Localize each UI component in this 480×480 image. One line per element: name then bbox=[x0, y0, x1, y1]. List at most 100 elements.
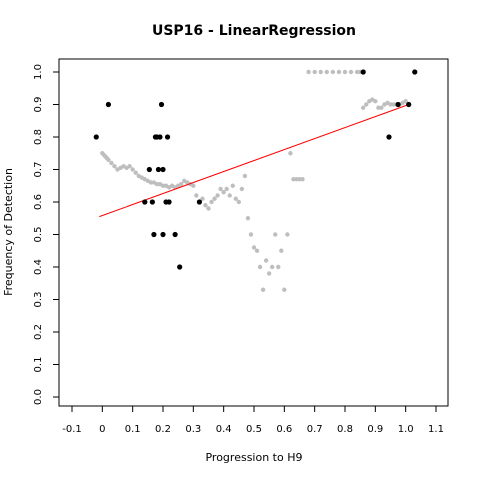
smoothed-point bbox=[276, 264, 281, 270]
y-tick-label: 0.3 bbox=[33, 292, 44, 308]
smoothed-point bbox=[342, 69, 348, 75]
x-tick-label: 0.9 bbox=[367, 424, 383, 435]
smoothed-point bbox=[388, 102, 393, 107]
smoothed-point bbox=[318, 69, 323, 75]
smoothed-point bbox=[230, 183, 235, 188]
y-tick-label: 1.0 bbox=[33, 64, 44, 80]
smoothed-point bbox=[209, 199, 214, 205]
x-tick-label: 0.8 bbox=[337, 424, 353, 435]
smoothed-point bbox=[248, 232, 254, 237]
x-tick-label: 0.4 bbox=[216, 424, 232, 435]
x-tick-label: 1.1 bbox=[428, 424, 444, 435]
observed-point bbox=[105, 101, 111, 108]
smoothed-point bbox=[300, 177, 305, 182]
smoothed-point bbox=[215, 193, 220, 198]
smoothed-point bbox=[112, 164, 117, 169]
smoothed-point bbox=[154, 181, 160, 187]
observed-point bbox=[93, 134, 99, 140]
smoothed-series bbox=[100, 69, 408, 292]
smoothed-point bbox=[206, 206, 211, 211]
y-tick-label: 0.4 bbox=[33, 259, 44, 275]
smoothed-point bbox=[257, 264, 263, 270]
smoothed-point bbox=[254, 248, 260, 253]
smoothed-point bbox=[239, 186, 245, 192]
smoothed-point bbox=[236, 199, 242, 205]
observed-point bbox=[164, 134, 171, 140]
x-tick-label: 1.0 bbox=[398, 424, 414, 435]
observed-point bbox=[158, 101, 165, 108]
smoothed-point bbox=[109, 160, 114, 166]
smoothed-point bbox=[336, 69, 342, 75]
smoothed-point bbox=[270, 264, 275, 270]
smoothed-point bbox=[263, 258, 269, 263]
y-tick-label: 0.8 bbox=[33, 129, 44, 145]
smoothed-point bbox=[127, 164, 132, 169]
observed-point bbox=[166, 199, 172, 205]
y-tick-label: 0.5 bbox=[33, 227, 44, 243]
smoothed-point bbox=[330, 69, 336, 75]
observed-series bbox=[93, 69, 418, 270]
smoothed-point bbox=[282, 287, 287, 292]
observed-point bbox=[149, 199, 155, 205]
smoothed-point bbox=[160, 183, 166, 188]
observed-point bbox=[177, 264, 183, 270]
y-tick-label: 0.9 bbox=[33, 97, 44, 113]
smoothed-point bbox=[227, 193, 232, 198]
smoothed-point bbox=[245, 216, 251, 221]
smoothed-point bbox=[354, 69, 360, 75]
observed-point bbox=[172, 231, 178, 238]
observed-point bbox=[142, 199, 148, 205]
observed-point bbox=[155, 166, 162, 173]
observed-point bbox=[412, 69, 418, 75]
smoothed-point bbox=[179, 181, 184, 187]
observed-point bbox=[160, 231, 166, 238]
smoothed-point bbox=[273, 232, 278, 237]
smoothed-point bbox=[260, 287, 266, 292]
observed-point bbox=[160, 166, 166, 173]
x-tick-label: 0 bbox=[99, 424, 105, 435]
smoothed-point bbox=[218, 186, 223, 192]
x-tick-label: 0.7 bbox=[307, 424, 323, 435]
smoothed-point bbox=[266, 271, 272, 276]
smoothed-point bbox=[200, 196, 205, 201]
smoothed-point bbox=[297, 177, 302, 182]
y-tick-label: 0.0 bbox=[33, 389, 44, 405]
smoothed-point bbox=[194, 193, 199, 198]
smoothed-point bbox=[212, 196, 217, 201]
smoothed-point bbox=[221, 190, 226, 195]
smoothed-point bbox=[285, 232, 290, 237]
x-axis: -0.1 0 0.1 0.2 0.3 0.4 0.5 0.6 0.7 0.8 0.9 1.0 1.1 bbox=[62, 406, 444, 435]
smoothed-point bbox=[306, 69, 311, 75]
observed-point bbox=[151, 231, 157, 238]
smoothed-point bbox=[242, 173, 248, 179]
x-tick-label: 0.2 bbox=[155, 424, 171, 435]
observed-point bbox=[386, 134, 392, 140]
smoothed-point bbox=[279, 248, 284, 253]
observed-point bbox=[406, 101, 412, 108]
smoothed-point bbox=[233, 196, 238, 201]
y-tick-label: 0.1 bbox=[33, 357, 44, 373]
smoothed-point bbox=[106, 157, 111, 162]
observed-point bbox=[157, 134, 163, 140]
observed-point bbox=[395, 101, 401, 108]
smoothed-point bbox=[224, 186, 229, 192]
observed-point bbox=[360, 69, 366, 75]
smoothed-point bbox=[291, 177, 296, 182]
smoothed-point bbox=[403, 99, 408, 104]
smoothed-point bbox=[348, 69, 354, 75]
smoothed-point bbox=[288, 151, 293, 156]
y-tick-label: 0.6 bbox=[33, 194, 44, 210]
smoothed-point bbox=[130, 167, 135, 172]
smoothed-point bbox=[312, 69, 317, 75]
x-axis-label: Progression to H9 bbox=[205, 451, 302, 464]
y-axis: 0.0 0.1 0.2 0.3 0.4 0.5 0.6 0.7 0.8 0.9 1.0 bbox=[33, 64, 59, 405]
smoothed-point bbox=[373, 99, 378, 104]
x-tick-label: 0.5 bbox=[246, 424, 262, 435]
smoothed-point bbox=[324, 69, 329, 75]
smoothed-point bbox=[251, 245, 257, 250]
smoothed-point bbox=[364, 102, 369, 107]
smoothed-point bbox=[361, 105, 366, 110]
observed-point bbox=[196, 199, 202, 205]
smoothed-point bbox=[294, 177, 299, 182]
